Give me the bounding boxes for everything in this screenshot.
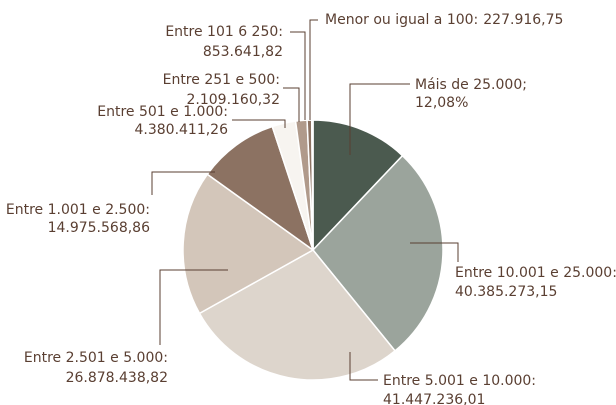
pie-slice xyxy=(198,249,397,381)
leader-line xyxy=(159,269,228,345)
value-label: 2.109.160,32 xyxy=(186,92,280,108)
leader-line xyxy=(283,87,300,122)
value-label: 14.975.568,86 xyxy=(48,220,151,236)
category-label: Máis de 25.000; xyxy=(415,77,527,93)
leader-line xyxy=(232,119,286,128)
category-label: Entre 251 e 500: xyxy=(163,72,280,88)
pie-slice xyxy=(206,125,315,252)
leader-line xyxy=(309,19,318,120)
leader-line xyxy=(290,31,306,120)
value-label: 12,08% xyxy=(415,95,468,111)
category-label: Entre 10.001 e 25.000: xyxy=(455,265,616,281)
pie-slice xyxy=(310,119,314,251)
value-label: 41.447.236,01 xyxy=(383,392,485,405)
pie-slice xyxy=(182,173,315,315)
value-label: 227.916,75 xyxy=(483,12,563,28)
slice-label: Menor ou igual a 100: 227.916,75 xyxy=(325,12,563,28)
leader-line xyxy=(349,83,410,155)
value-label: 40.385.273,15 xyxy=(455,284,557,300)
category-label: Menor ou igual a 100: xyxy=(325,12,478,28)
category-label: Entre 101 6 250: xyxy=(165,24,283,40)
category-label: Entre 1.001 e 2.500: xyxy=(6,202,150,218)
category-label: Entre 5.001 e 10.000: xyxy=(383,373,536,389)
leader-line xyxy=(349,352,378,381)
pie-slice xyxy=(312,119,404,252)
value-label: 4.380.411,26 xyxy=(134,122,228,138)
category-label: Entre 501 e 1.000: xyxy=(97,104,228,120)
category-label: Entre 2.501 e 5.000: xyxy=(24,350,168,366)
pie-slice xyxy=(312,154,444,352)
value-label: 853.641,82 xyxy=(203,44,283,60)
leader-line xyxy=(410,242,459,262)
value-label: 26.878.438,82 xyxy=(66,370,168,386)
leader-line xyxy=(151,171,215,195)
